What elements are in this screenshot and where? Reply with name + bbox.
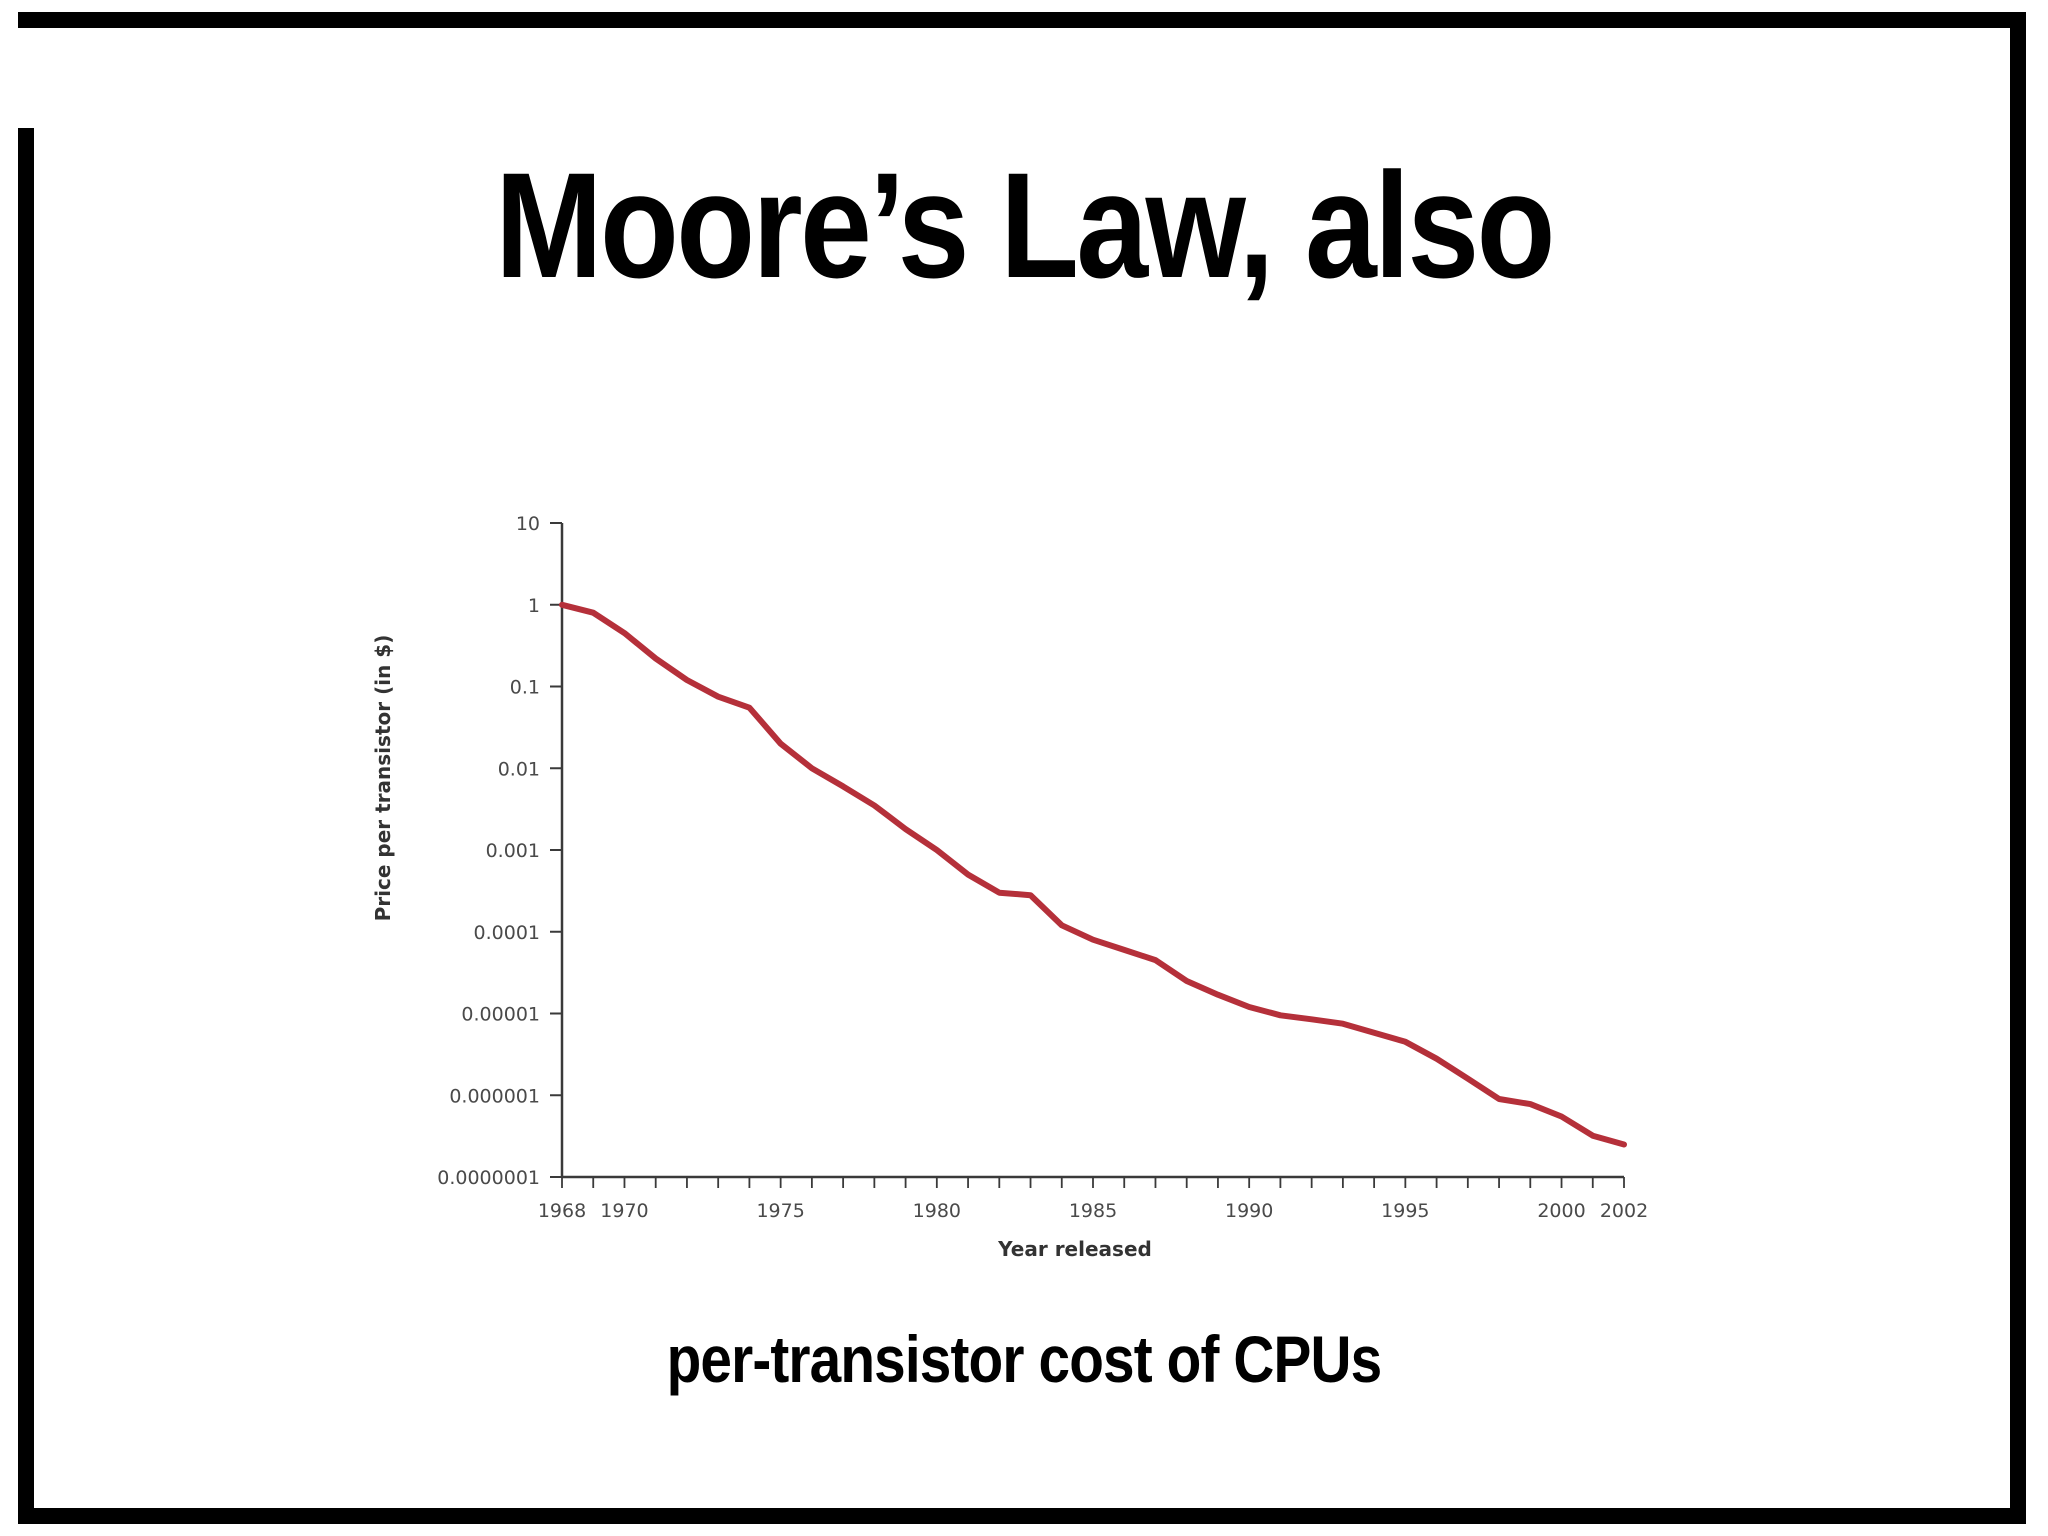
x-axis-title: Year released — [997, 1237, 1152, 1261]
frame-left-border — [18, 128, 34, 1524]
y-tick-label: 0.01 — [498, 758, 540, 780]
frame-bottom-border — [18, 1508, 2026, 1524]
series-line — [559, 601, 1627, 1148]
x-tick-label: 2000 — [1537, 1200, 1585, 1222]
y-tick-label: 0.1 — [510, 677, 540, 699]
frame-top-border — [18, 12, 2026, 28]
x-axis: 1968 1970 1975 1980 1985 1990 1995 2000 2002 — [538, 1175, 1648, 1222]
x-tick-label: 1970 — [600, 1200, 648, 1222]
x-tick-label: 1968 — [538, 1200, 586, 1222]
y-tick-label: 0.001 — [486, 840, 540, 862]
x-tick-label: 1995 — [1381, 1200, 1429, 1222]
y-tick-label: 10 — [516, 513, 540, 535]
slide-title: Moore’s Law, also — [495, 141, 1555, 309]
x-tick-label: 1980 — [913, 1200, 961, 1222]
slide-caption: per-transistor cost of CPUs — [666, 1322, 1383, 1396]
y-tick-label: 0.000001 — [449, 1085, 540, 1107]
y-tick-label: 0.0000001 — [437, 1167, 540, 1189]
y-tick-label: 0.0001 — [474, 922, 540, 944]
x-tick-label: 1975 — [756, 1200, 804, 1222]
y-tick-label: 1 — [528, 595, 540, 617]
series-group — [559, 601, 1627, 1148]
frame-right-border — [2010, 12, 2026, 1524]
y-tick-label: 0.00001 — [461, 1004, 540, 1026]
y-axis: 10 1 0.1 0.01 0.001 0.0001 0.00001 0.000001 0.00… — [437, 513, 564, 1189]
x-tick-label: 1985 — [1069, 1200, 1117, 1222]
x-tick-label: 1990 — [1225, 1200, 1273, 1222]
y-axis-title: Price per transistor (in $) — [371, 635, 395, 922]
x-tick-label: 2002 — [1600, 1200, 1648, 1222]
